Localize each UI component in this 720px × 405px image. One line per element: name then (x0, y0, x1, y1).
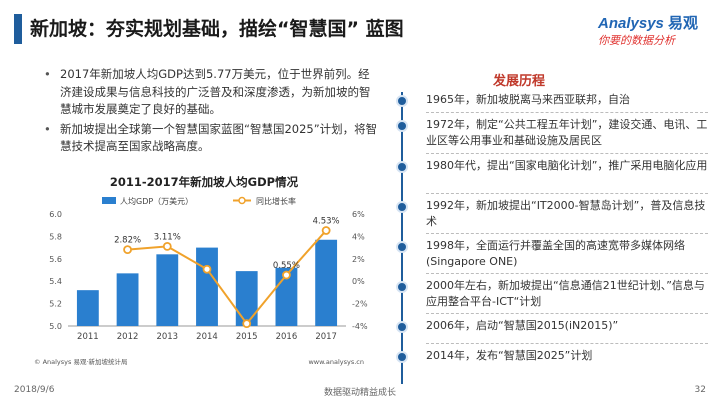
timeline-dot (396, 161, 408, 173)
y2-tick-label: -4% (352, 322, 368, 331)
footer-slogan: 数据驱动精益成长 (323, 388, 396, 398)
growth-point-2014 (202, 264, 212, 274)
footer-date: 2018/9/6 (14, 385, 55, 395)
chart-title: 2011-2017年新加坡人均GDP情况 (110, 175, 299, 189)
y-tick-label: 5.0 (49, 322, 62, 331)
page-title: 新加坡：夯实规划基础，描绘“智慧国” 蓝图 (30, 18, 404, 40)
timeline-dot (396, 321, 408, 333)
timeline-event-text: 2014年，发布“智慧国2025”计划 (426, 349, 593, 362)
timeline-event-text: 2000年左右，新加坡提出“信息通信21世纪计划、”信息与应用整合平台-ICT“… (426, 279, 705, 308)
bar-2017 (315, 239, 338, 326)
bar-2012 (116, 273, 139, 326)
x-tick-label: 2017 (315, 332, 337, 342)
growth-data-label: 0.55% (273, 261, 300, 271)
growth-data-label: 4.53% (313, 216, 340, 226)
timeline-divider (426, 193, 708, 194)
logo-en: Analysys (598, 15, 664, 32)
bar-2013 (156, 254, 179, 326)
y-tick-label: 5.8 (49, 232, 62, 241)
growth-point-2013 (162, 241, 172, 251)
timeline-event-text: 1998年，全面运行并覆盖全国的高速宽带多媒体网络(Singapore ONE) (426, 239, 685, 268)
page-number: 32 (694, 385, 706, 395)
y2-tick-label: 4% (352, 232, 365, 241)
y2-tick-label: -2% (352, 300, 368, 309)
x-tick-label: 2014 (196, 332, 218, 342)
bullet-item: 2017年新加坡人均GDP达到5.77万美元，位于世界前列。经济建设成果与信息科… (44, 66, 379, 119)
timeline-divider (426, 233, 708, 234)
growth-data-label: 3.11% (154, 232, 181, 242)
growth-data-label: 2.82% (114, 236, 141, 246)
y-tick-label: 5.6 (49, 255, 62, 264)
analysys-logo: Analysys 易观 你要的数据分析 (598, 14, 710, 52)
y-tick-label: 5.2 (49, 300, 62, 309)
y2-tick-label: 2% (352, 255, 365, 264)
growth-line (127, 229, 327, 326)
timeline-divider (426, 273, 708, 274)
x-tick-label: 2013 (156, 332, 178, 342)
timeline-dot (396, 201, 408, 213)
chart-source-left: © Analysys 易观·新加坡统计局 (34, 357, 128, 366)
timeline-event-text: 2006年，启动“智慧国2015(iN2015)” (426, 319, 619, 332)
logo-cn: 易观 (668, 15, 699, 32)
title-accent-bar (14, 14, 22, 44)
growth-point-2012 (123, 245, 132, 255)
timeline-event-text: 1972年，制定“公共工程五年计划”，建设交通、电讯、工业区等公用事业和基础设施… (426, 118, 708, 147)
timeline-line (401, 92, 403, 384)
bar-2011 (76, 290, 99, 326)
y2-tick-label: 0% (352, 277, 365, 286)
timeline-event-text: 1965年，新加坡脱离马来西亚联邦，自治 (426, 93, 630, 106)
chart-source-right: www.analysys.cn (308, 358, 364, 366)
legend-bar-swatch (102, 197, 116, 204)
growth-point-2017 (321, 226, 331, 235)
timeline-dot (396, 281, 408, 293)
timeline-divider (426, 153, 708, 154)
growth-point-2015 (242, 319, 252, 329)
timeline-divider (426, 112, 708, 113)
gdp-chart: 2011-2017年新加坡人均GDP情况人均GDP（万美元） 同比增长率 5.0 5.… (28, 172, 380, 372)
logo-slogan: 你要的数据分析 (598, 34, 675, 47)
x-tick-label: 2012 (117, 332, 139, 342)
x-tick-label: 2016 (276, 332, 298, 342)
timeline-dot (396, 95, 408, 107)
history-title: 发展历程 (493, 74, 546, 89)
timeline-divider (426, 313, 708, 314)
timeline-event-text: 1992年，新加坡提出“IT2000-智慧岛计划”，普及信息技术 (426, 199, 706, 228)
x-tick-label: 2015 (236, 332, 258, 342)
timeline-dot (396, 351, 408, 363)
timeline-event-text: 1980年代，提出“国家电脑化计划”，推广采用电脑化应用 (426, 159, 708, 172)
y2-tick-label: 6% (352, 210, 365, 219)
bar-2014 (196, 247, 218, 326)
y-tick-label: 5.4 (49, 277, 62, 286)
bar-2015 (235, 271, 258, 326)
y-tick-label: 6.0 (49, 210, 62, 219)
bullet-list: 2017年新加坡人均GDP达到5.77万美元，位于世界前列。经济建设成果与信息科… (44, 66, 379, 158)
growth-point-2016 (282, 270, 291, 280)
legend-line-label: 同比增长率 (256, 196, 296, 206)
timeline-dot (396, 241, 408, 253)
timeline-dot (396, 120, 408, 132)
legend-bar-label: 人均GDP（万美元） (120, 196, 193, 206)
timeline-divider (426, 343, 708, 344)
bullet-item: 新加坡提出全球第一个智慧国家蓝图“智慧国2025”计划，将智慧技术提高至国家战略… (44, 121, 379, 156)
x-tick-label: 2011 (77, 332, 99, 342)
legend-line-marker (238, 196, 246, 205)
